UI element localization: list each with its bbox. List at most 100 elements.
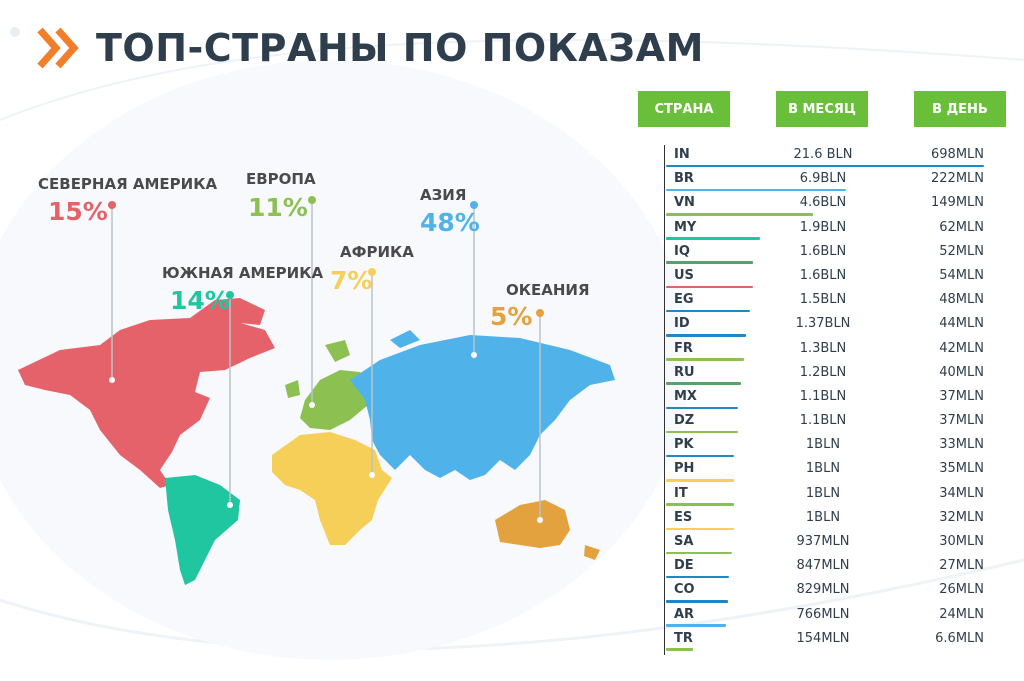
monthly-impressions: 1BLN [805,461,841,477]
region-pct-europe: 11% [248,193,308,222]
region-label-europe: ЕВРОПА [246,170,316,188]
country-code: PH [674,461,695,477]
impressions-bar [666,430,738,434]
table-row: ID 1.37BLN 44MLN [664,314,986,338]
region-label-north-america: СЕВЕРНАЯ АМЕРИКА [38,175,218,193]
monthly-impressions: 1.1BLN [799,388,847,404]
impressions-bar [666,454,735,458]
title-block: ТОП-СТРАНЫ ПО ПОКАЗАМ [36,26,704,70]
table-row: IN 21.6 BLN 698MLN [664,145,986,169]
country-code: ES [674,509,693,525]
table-row: BR 6.9BLN 222MLN [664,169,986,193]
table-row: CO 829MLN 26MLN [664,580,986,604]
region-pct-asia: 48% [420,208,480,237]
monthly-impressions: 766MLN [796,606,850,622]
daily-impressions: 222MLN [931,171,984,187]
table-row: AR 766MLN 24MLN [664,605,986,629]
continent-asia [350,335,615,480]
daily-impressions: 54MLN [939,267,984,283]
table-row: IQ 1.6BLN 52MLN [664,242,986,266]
continent-north-america [18,318,275,488]
monthly-impressions: 1BLN [805,485,841,501]
region-pct-south-america: 14% [170,286,230,315]
impressions-bar [666,479,735,482]
header-month: В МЕСЯЦ [776,91,868,127]
header-day: В ДЕНЬ [914,91,1006,127]
continent-africa [272,432,392,545]
daily-impressions: 6.6MLN [935,630,984,646]
daily-impressions: 34MLN [939,485,984,501]
country-code: DZ [674,413,695,429]
country-code: FR [674,340,693,356]
impressions-bar [666,527,735,530]
impressions-bar [666,285,753,289]
country-code: MX [674,388,697,404]
monthly-impressions: 1.37BLN [795,316,851,332]
region-label-oceania: ОКЕАНИЯ [506,281,590,299]
region-label-south-america: ЮЖНАЯ АМЕРИКА [162,264,324,282]
impressions-bar [666,334,747,337]
country-code: TR [674,630,693,646]
table-row: MX 1.1BLN 37MLN [664,387,986,411]
monthly-impressions: 1.1BLN [799,413,847,429]
chevron-right-icon [37,27,79,69]
continent-oceania [495,500,570,548]
daily-impressions: 44MLN [939,316,984,332]
impressions-bar [666,261,753,264]
impressions-bar [666,382,741,385]
monthly-impressions: 1.2BLN [799,364,847,380]
table-row: DE 847MLN 27MLN [664,556,986,580]
impressions-bar [666,503,735,506]
impressions-bar [666,358,744,361]
daily-impressions: 33MLN [939,437,984,453]
monthly-impressions: 1BLN [805,509,841,525]
daily-impressions: 698MLN [931,147,984,162]
daily-impressions: 149MLN [931,195,984,211]
monthly-impressions: 847MLN [796,558,850,574]
monthly-impressions: 1.6BLN [799,243,847,259]
monthly-impressions: 937MLN [796,534,850,549]
impressions-bar [666,551,733,555]
table-row: DZ 1.1BLN 37MLN [664,411,986,435]
country-code: BR [674,171,694,187]
impressions-bar [666,575,729,579]
daily-impressions: 30MLN [939,534,984,549]
table-row: MY 1.9BLN 62MLN [664,218,986,242]
daily-impressions: 35MLN [939,461,984,477]
country-table: IN 21.6 BLN 698MLN BR 6.9BLN 222MLN VN 4.6BLN 14… [664,145,986,653]
country-code: CO [674,582,695,598]
monthly-impressions: 1BLN [805,437,841,453]
impressions-bar [666,164,984,168]
header-country: СТРАНА [638,91,730,127]
world-map [18,196,615,585]
impressions-bar [666,406,738,410]
table-row: ES 1BLN 32MLN [664,508,986,532]
table-row: IT 1BLN 34MLN [664,484,986,508]
country-code: EG [674,292,694,308]
country-code: MY [674,219,697,235]
country-code: IN [674,147,690,162]
table-row: FR 1.3BLN 42MLN [664,339,986,363]
monthly-impressions: 1.9BLN [799,219,847,235]
daily-impressions: 32MLN [939,509,984,525]
table-row: RU 1.2BLN 40MLN [664,363,986,387]
impressions-bar [666,624,726,627]
country-code: IT [674,485,688,501]
daily-impressions: 40MLN [939,364,984,380]
country-code: PK [674,437,694,453]
monthly-impressions: 1.6BLN [799,267,847,283]
daily-impressions: 37MLN [939,413,984,429]
monthly-impressions: 829MLN [796,582,850,598]
impressions-bar [666,237,761,240]
region-label-asia: АЗИЯ [420,186,467,204]
table-row: TR 154MLN 6.6MLN [664,629,986,653]
country-code: IQ [674,243,690,259]
monthly-impressions: 4.6BLN [799,195,847,211]
country-code: ID [674,316,690,332]
daily-impressions: 48MLN [939,292,984,308]
impressions-bar [666,188,846,192]
impressions-bar [666,648,693,651]
daily-impressions: 62MLN [939,219,984,235]
monthly-impressions: 154MLN [796,630,850,646]
region-pct-africa: 7% [330,266,373,295]
